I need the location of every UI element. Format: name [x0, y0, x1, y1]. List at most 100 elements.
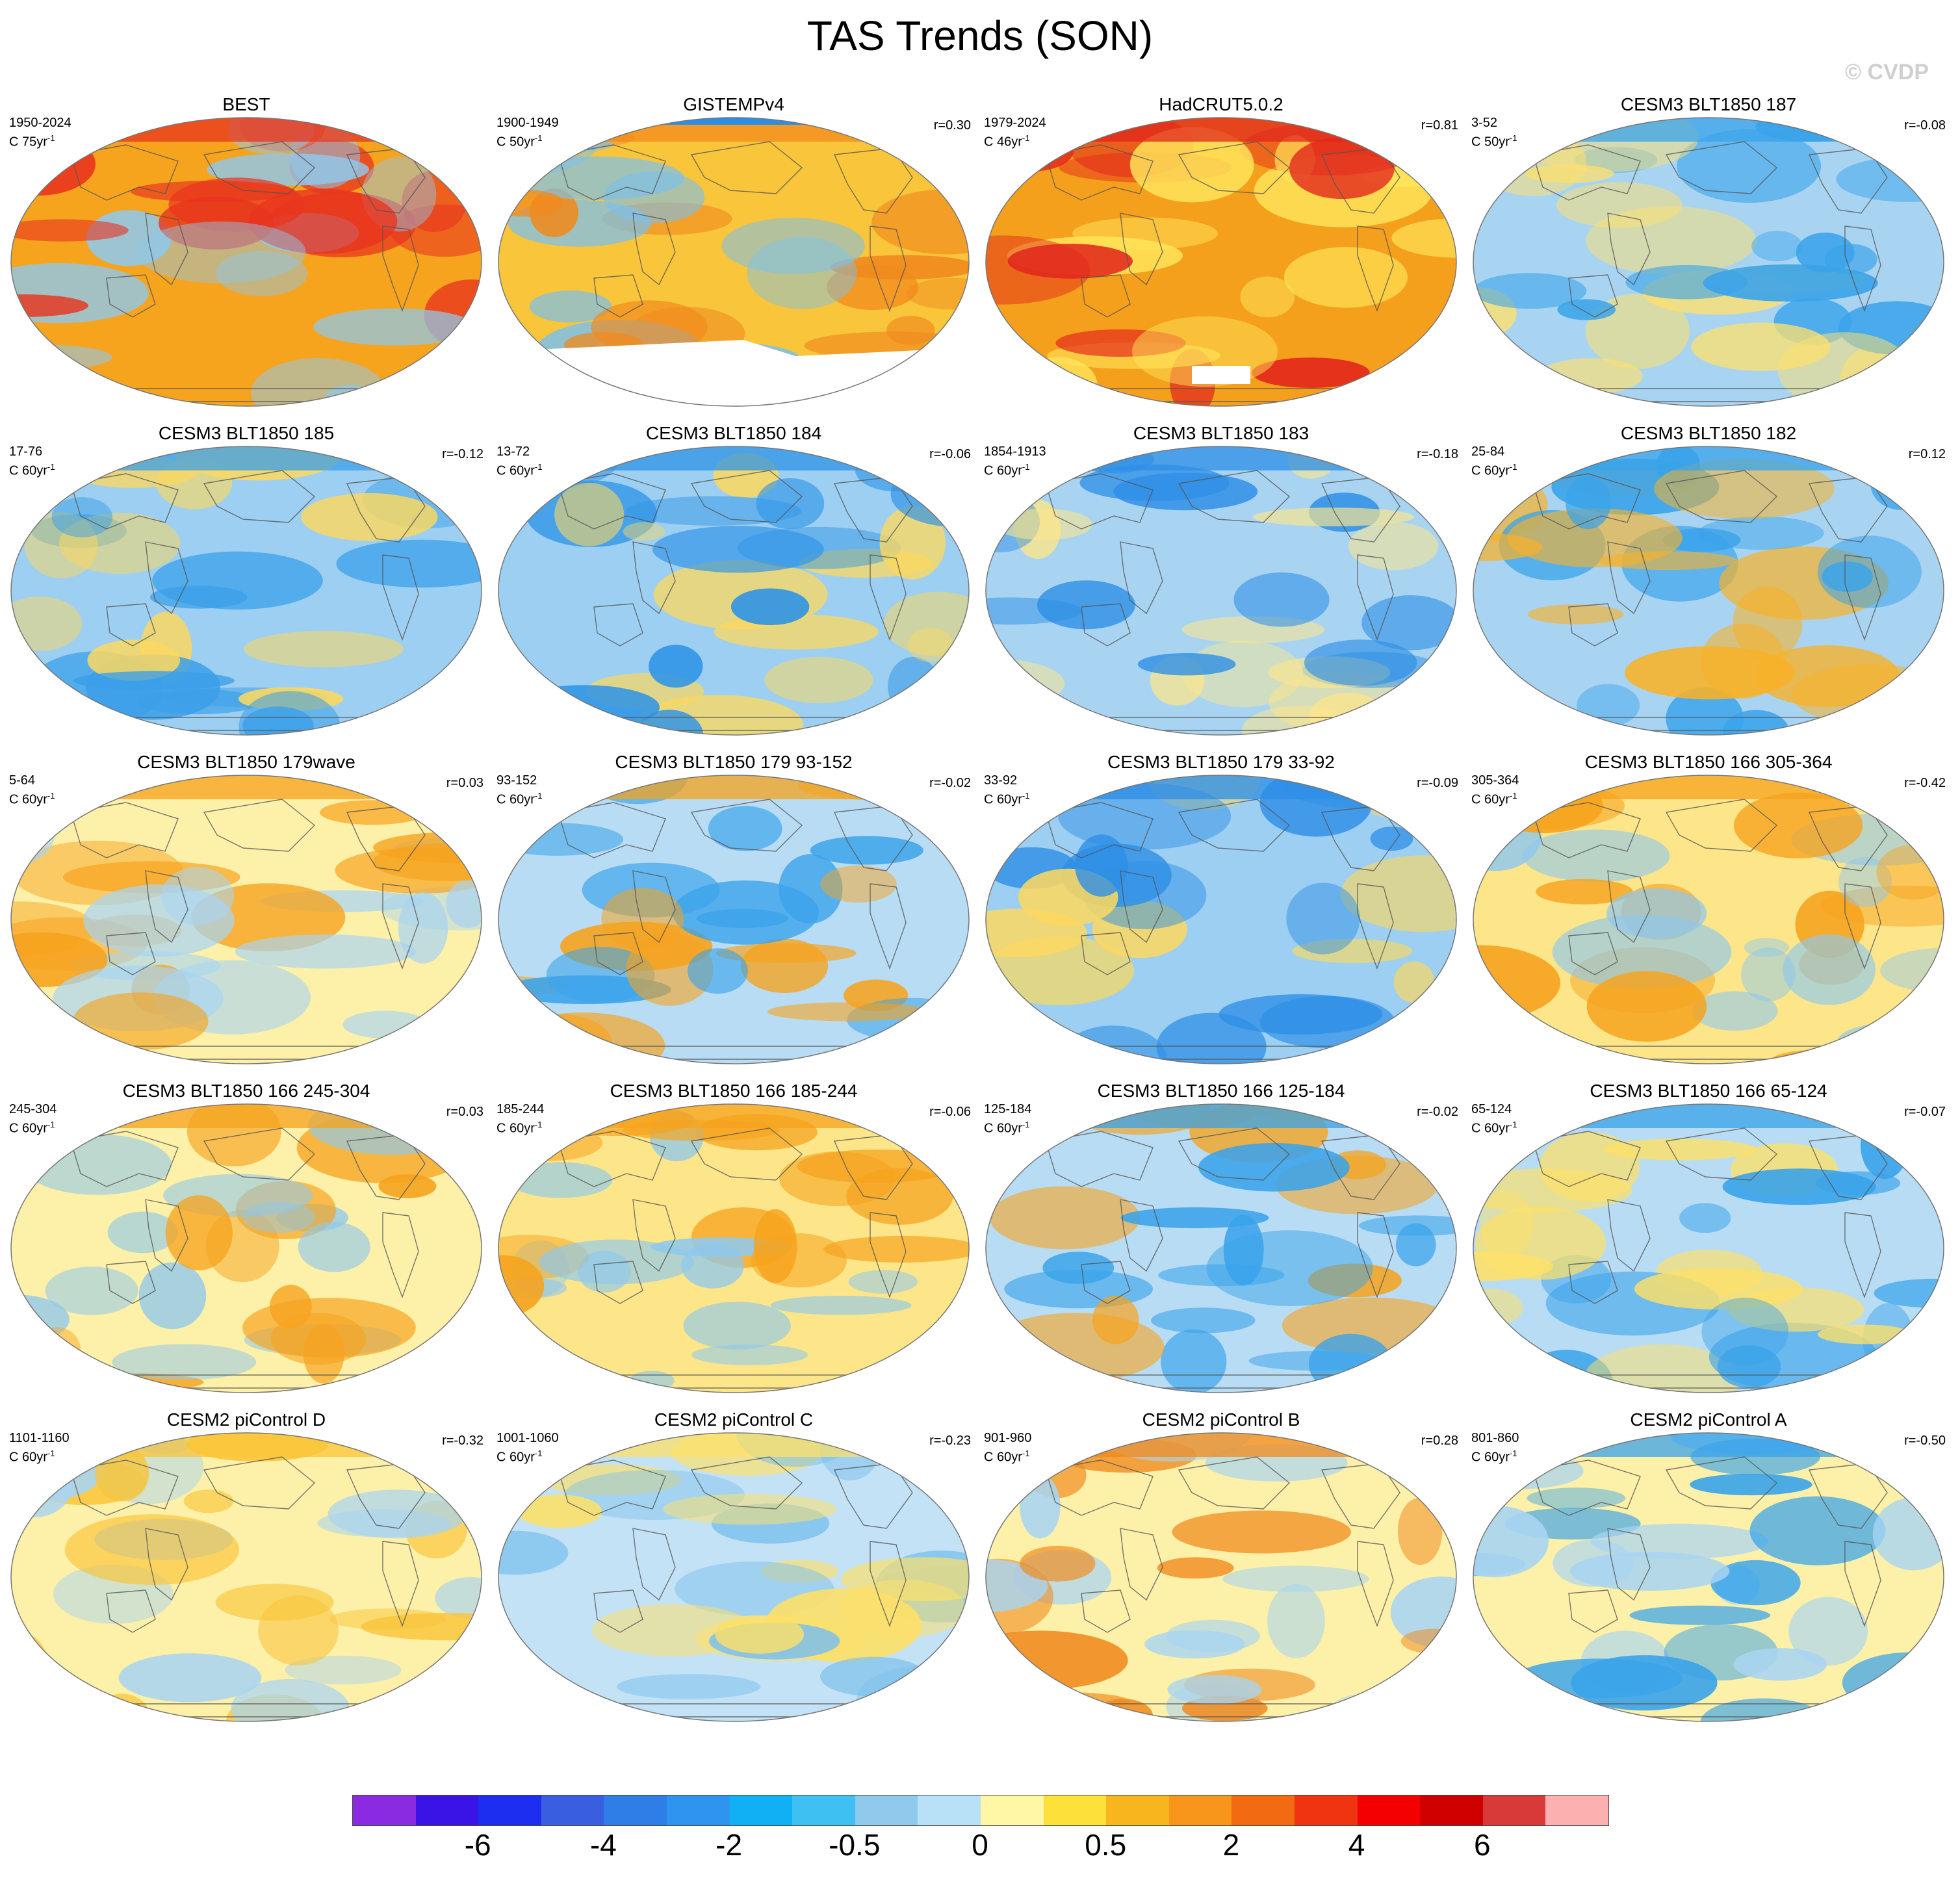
- coastline: [70, 802, 179, 858]
- trend-units-text: C 60yr: [1471, 1121, 1510, 1136]
- anomaly-blob: [336, 539, 482, 588]
- coastline: [558, 1460, 666, 1516]
- coastline: [690, 141, 803, 194]
- anomaly-blob: [328, 1489, 467, 1539]
- robinson-map: [1473, 1103, 1944, 1393]
- coastline: [870, 1541, 907, 1628]
- coastline: [690, 1456, 803, 1510]
- coastline: [1357, 1541, 1394, 1628]
- anomaly-blob: [248, 188, 398, 254]
- trend-units-label: C 60yr-1: [9, 1117, 55, 1137]
- anomaly-blob: [649, 645, 703, 688]
- coastline: [70, 1131, 179, 1187]
- anomaly-blob: [1151, 1307, 1256, 1333]
- colorbar: [352, 1795, 1609, 1826]
- trend-units-exponent: -1: [47, 1120, 55, 1129]
- coastline: [1120, 541, 1163, 615]
- colorbar-swatch: [604, 1795, 667, 1825]
- trend-units-label: C 60yr-1: [1471, 459, 1517, 479]
- panel-title: CESM2 piControl B: [1142, 1409, 1300, 1430]
- anomaly-blob: [398, 892, 448, 964]
- pattern-correlation: r=0.03: [446, 1105, 484, 1119]
- pattern-correlation: r=-0.42: [1904, 776, 1946, 790]
- trend-units-label: C 60yr-1: [1471, 788, 1517, 808]
- anomaly-blob: [242, 706, 314, 735]
- robinson-map: [1473, 117, 1944, 407]
- pattern-correlation: r=-0.32: [442, 1434, 484, 1448]
- anomaly-blob: [1783, 934, 1876, 1005]
- trend-units-label: C 50yr-1: [1471, 131, 1517, 150]
- map-outline: [10, 775, 482, 1064]
- anomaly-blob: [1879, 1333, 1944, 1382]
- anomaly-blob: [11, 901, 96, 956]
- anomaly-blob: [1286, 882, 1360, 955]
- anomaly-blob: [652, 526, 824, 573]
- coastline: [870, 883, 907, 970]
- coastline: [1532, 144, 1641, 201]
- anomaly-blob: [871, 189, 969, 255]
- trend-units-label: C 60yr-1: [984, 1446, 1029, 1465]
- anomaly-blob: [1252, 357, 1370, 388]
- trend-units-label: C 75yr-1: [9, 131, 55, 150]
- coastline: [1045, 144, 1154, 201]
- period-label: 3-52: [1471, 116, 1498, 130]
- anomaly-blob: [183, 1489, 234, 1513]
- trend-units-exponent: -1: [1022, 1120, 1030, 1129]
- map-outline: [10, 446, 482, 736]
- trend-units-exponent: -1: [534, 462, 543, 472]
- panel-title: CESM3 BLT1850 184: [645, 423, 822, 443]
- anomaly-blob: [634, 695, 804, 735]
- anomaly-blob: [411, 698, 482, 730]
- trend-units-exponent: -1: [534, 791, 543, 801]
- coastline: [1178, 1127, 1291, 1181]
- trend-units-label: C 60yr-1: [984, 1117, 1029, 1137]
- anomaly-blob: [498, 823, 624, 856]
- colorbar-swatch: [980, 1795, 1044, 1825]
- coastline: [382, 1212, 419, 1299]
- anomaly-blob: [1788, 1597, 1868, 1666]
- pattern-correlation: r=-0.18: [1417, 447, 1458, 461]
- colorbar-swatch: [1545, 1795, 1608, 1825]
- coastline: [1081, 274, 1131, 318]
- anomaly-blob: [1586, 206, 1757, 276]
- pattern-correlation: r=-0.06: [929, 447, 971, 461]
- anomaly-blob: [764, 656, 874, 704]
- anomaly-blob: [1473, 1683, 1551, 1721]
- anomaly-blob: [1796, 232, 1855, 273]
- coastline: [1532, 1460, 1641, 1516]
- map-panel: BEST 1950-2024 C 75yr-1: [9, 95, 496, 424]
- coastline: [1568, 603, 1618, 647]
- anomaly-blob: [1020, 1474, 1061, 1539]
- coastline: [870, 554, 907, 641]
- trend-units-text: C 46yr: [984, 135, 1022, 149]
- anomaly-blob: [1198, 1143, 1350, 1192]
- panel-title: HadCRUT5.0.2: [1159, 94, 1283, 114]
- map-panel: CESM3 BLT1850 187 3-52 C 50yr-1 r=-0.08: [1471, 95, 1959, 424]
- anomaly-blob: [215, 1584, 334, 1621]
- anomaly-blob: [118, 1653, 262, 1703]
- anomaly-blob: [251, 357, 387, 406]
- coastline: [106, 1589, 156, 1633]
- map-panel: CESM3 BLT1850 183 1854-1913 C 60yr-1 r=-0.1…: [984, 424, 1471, 752]
- anomaly-blob: [1654, 458, 1835, 519]
- anomaly-blob: [235, 934, 417, 969]
- anomaly-blob: [820, 865, 897, 903]
- colorbar-label: -4: [589, 1828, 617, 1862]
- anomaly-blob: [11, 294, 88, 317]
- panel-title: CESM3 BLT1850 187: [1620, 94, 1797, 114]
- anomaly-blob: [823, 1235, 969, 1263]
- anomaly-blob: [539, 1464, 681, 1495]
- robinson-map: [985, 775, 1457, 1064]
- anomaly-blob: [1156, 1012, 1267, 1064]
- robinson-map: [985, 446, 1457, 736]
- anomaly-blob: [158, 196, 274, 250]
- colorbar-label: -2: [716, 1828, 743, 1862]
- anomaly-blob: [756, 478, 825, 530]
- trend-units-exponent: -1: [1022, 133, 1030, 143]
- anomaly-blob: [1304, 639, 1417, 686]
- map-panel: CESM3 BLT1850 166 305-364 305-364 C 60yr-1…: [1471, 752, 1959, 1081]
- anomaly-blob: [1167, 1675, 1262, 1704]
- anomaly-blob: [1741, 947, 1796, 1002]
- colorbar-swatch: [1168, 1795, 1232, 1825]
- anomaly-blob: [1733, 1648, 1827, 1681]
